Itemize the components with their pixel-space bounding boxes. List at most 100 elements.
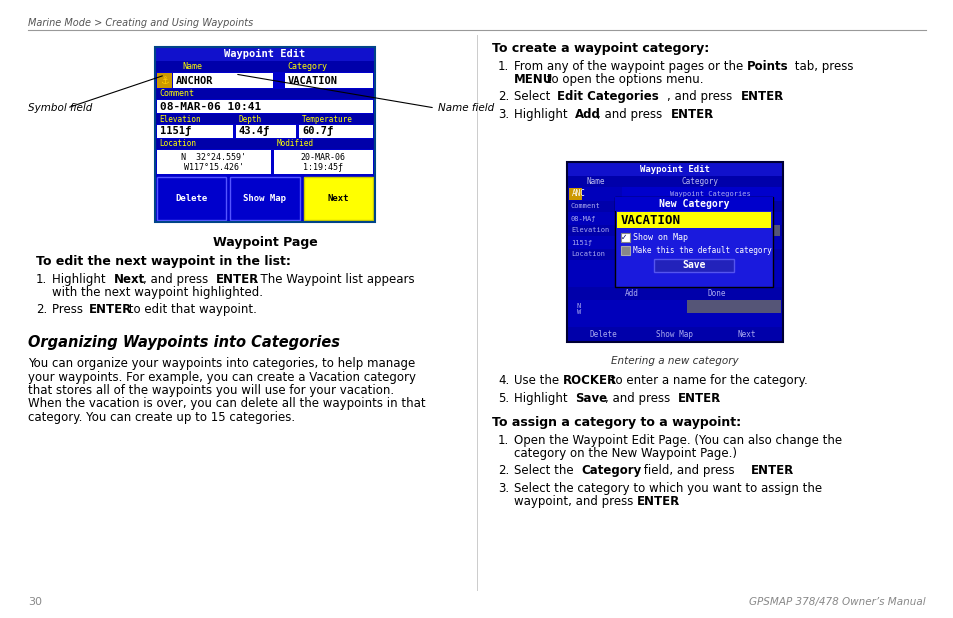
Bar [620,233,629,242]
Text: .: . [776,90,780,103]
Bar [566,162,782,342]
Text: that stores all of the waypoints you will use for your vacation.: that stores all of the waypoints you wil… [28,384,394,397]
Text: Organizing Waypoints into Categories: Organizing Waypoints into Categories [28,335,339,350]
Text: , and press: , and press [666,90,735,103]
Bar [620,246,629,255]
Text: ROCKER: ROCKER [562,374,617,387]
Text: To edit the next waypoint in the list:: To edit the next waypoint in the list: [36,255,291,268]
Text: ENTER: ENTER [216,273,259,286]
Text: to enter a name for the category.: to enter a name for the category. [606,374,807,387]
Text: 3.: 3. [497,108,509,121]
Text: When the vacation is over, you can delete all the waypoints in that: When the vacation is over, you can delet… [28,397,425,410]
Text: Waypoint Edit: Waypoint Edit [639,164,709,174]
Text: waypoint, and press: waypoint, and press [514,495,637,508]
Text: W117°15.426': W117°15.426' [184,164,244,172]
Text: ture: ture [757,227,771,232]
Text: Show on Map: Show on Map [633,233,687,242]
Text: Make this the default category: Make this the default category [633,246,771,255]
Bar [654,259,733,272]
Text: 1151ƒ: 1151ƒ [160,127,191,137]
Bar [303,177,373,220]
Text: .: . [673,495,677,508]
Text: category on the New Waypoint Page.): category on the New Waypoint Page.) [514,447,737,460]
Text: Done: Done [707,289,725,298]
Text: tab, press: tab, press [790,60,853,73]
Bar [154,47,375,222]
Text: Marine Mode > Creating and Using Waypoints: Marine Mode > Creating and Using Waypoin… [28,18,253,28]
Bar [154,124,375,139]
Text: 1:19:45ƒ: 1:19:45ƒ [303,164,343,172]
Text: 08-MAƒ: 08-MAƒ [571,216,596,221]
Bar [621,187,781,201]
Bar [154,99,375,114]
Bar [157,125,233,138]
Text: , and press: , and press [604,392,673,405]
Text: .: . [786,464,790,477]
Text: 60.7ƒ: 60.7ƒ [302,127,333,137]
Text: ENTER: ENTER [89,303,132,316]
Bar [230,177,299,220]
Text: GPSMAP 378/478 Owner’s Manual: GPSMAP 378/478 Owner’s Manual [749,597,925,607]
Bar [566,162,782,342]
Bar [274,150,373,174]
Text: Select: Select [514,90,554,103]
Text: Show Map: Show Map [656,330,693,339]
Text: W: W [577,310,580,316]
Text: Delete: Delete [589,330,617,339]
Text: Comment: Comment [571,203,600,210]
Text: To create a waypoint category:: To create a waypoint category: [492,42,708,55]
Bar [566,327,782,342]
Text: ENTER: ENTER [678,392,720,405]
Text: with the next waypoint highlighted.: with the next waypoint highlighted. [52,286,263,299]
Text: ENTER: ENTER [750,464,793,477]
Text: VACATION: VACATION [620,213,680,227]
Text: Comment: Comment [159,90,193,98]
Text: Waypoint Categories: Waypoint Categories [669,191,750,197]
Text: ⚓: ⚓ [160,75,169,85]
Bar [157,150,271,174]
Text: ENTER: ENTER [670,108,714,121]
Text: Next: Next [737,330,756,339]
Text: N: N [577,303,580,310]
Text: Temperature: Temperature [302,114,353,124]
Text: 1.: 1. [497,434,509,447]
Text: 30: 30 [28,597,42,607]
Bar [157,73,172,88]
Text: category. You can create up to 15 categories.: category. You can create up to 15 catego… [28,411,294,424]
Text: to edit that waypoint.: to edit that waypoint. [125,303,257,316]
Text: Entering a new category: Entering a new category [611,356,738,366]
Text: Elevation: Elevation [159,114,200,124]
Text: ENTER: ENTER [740,90,782,103]
Text: Delete: Delete [175,194,208,203]
Bar [172,73,273,88]
Text: Select the category to which you want to assign the: Select the category to which you want to… [514,482,821,495]
Bar [566,201,782,212]
Bar [157,177,226,220]
Text: N  32°24.559': N 32°24.559' [181,153,246,161]
Text: Select the: Select the [514,464,577,477]
Text: Highlight: Highlight [514,392,571,405]
Text: to open the options menu.: to open the options menu. [542,73,703,86]
Text: Save: Save [681,261,705,271]
Text: ANC: ANC [572,188,585,198]
Text: Press: Press [52,303,87,316]
Text: 20-MAR-06: 20-MAR-06 [300,153,345,161]
Text: Modified: Modified [276,140,314,148]
Text: You can organize your waypoints into categories, to help manage: You can organize your waypoints into cat… [28,357,415,370]
Text: 5.: 5. [497,392,509,405]
Text: VACATION: VACATION [288,75,337,85]
Bar [154,72,375,89]
Bar [566,187,782,201]
Text: 2.: 2. [497,90,509,103]
Text: .: . [714,392,718,405]
Text: Name: Name [182,62,202,71]
Text: 43.4ƒ: 43.4ƒ [239,127,270,137]
Text: Name field: Name field [437,103,494,113]
Text: Depth: Depth [239,114,262,124]
Text: Add: Add [575,108,600,121]
Bar [615,197,772,211]
Bar [566,287,782,300]
Text: Elevation: Elevation [571,227,609,234]
Text: ENTER: ENTER [636,495,679,508]
Text: MENU: MENU [514,73,553,86]
